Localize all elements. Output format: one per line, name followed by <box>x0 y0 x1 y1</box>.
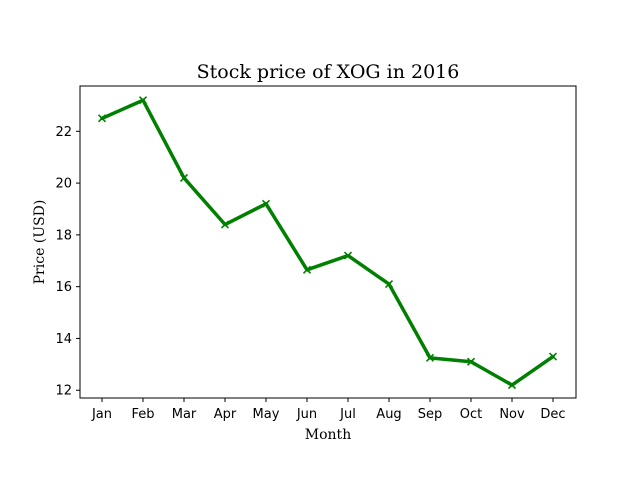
x-tick-label: Nov <box>499 407 525 422</box>
x-axis-label: Month <box>305 427 351 443</box>
y-tick-label: 12 <box>55 384 72 399</box>
x-tick-label: Aug <box>376 407 401 422</box>
x-tick-label: May <box>253 407 280 422</box>
data-point-marker <box>466 357 476 366</box>
data-point-marker <box>179 173 189 182</box>
x-tick-label: Mar <box>172 407 197 422</box>
data-point-marker <box>302 265 312 274</box>
x-tick-label: Dec <box>540 407 565 422</box>
x-axis: Jan Feb Mar Apr May Jun Jul Aug Sep Oct Nov Dec <box>91 398 566 422</box>
y-tick-label: 18 <box>55 228 72 243</box>
data-point-marker <box>138 96 148 105</box>
x-tick-label: Sep <box>418 407 443 422</box>
series-layer <box>97 96 558 390</box>
data-point-marker <box>548 352 558 361</box>
data-point-marker <box>425 353 435 362</box>
x-tick-label: Jun <box>296 407 317 422</box>
chart-title: Stock price of XOG in 2016 <box>197 61 460 83</box>
data-point-marker <box>261 199 271 208</box>
x-tick-label: Apr <box>214 407 237 422</box>
x-tick-label: Feb <box>131 407 154 422</box>
y-axis-label: Price (USD) <box>32 200 48 285</box>
series-line <box>100 98 555 387</box>
data-point-marker <box>343 251 353 260</box>
x-tick-label: Oct <box>460 407 482 422</box>
y-tick-label: 16 <box>55 280 72 295</box>
data-point-marker <box>220 220 230 229</box>
y-tick-label: 22 <box>55 125 72 140</box>
y-axis: 12 14 16 18 20 22 <box>55 125 80 399</box>
plot-area-frame <box>79 85 577 399</box>
x-tick-label: Jan <box>91 407 112 422</box>
data-point-marker <box>384 280 394 289</box>
y-tick-label: 20 <box>55 177 72 192</box>
data-point-marker <box>97 114 107 123</box>
x-tick-label: Jul <box>339 407 356 422</box>
data-point-marker <box>507 380 517 390</box>
y-tick-label: 14 <box>55 332 72 347</box>
